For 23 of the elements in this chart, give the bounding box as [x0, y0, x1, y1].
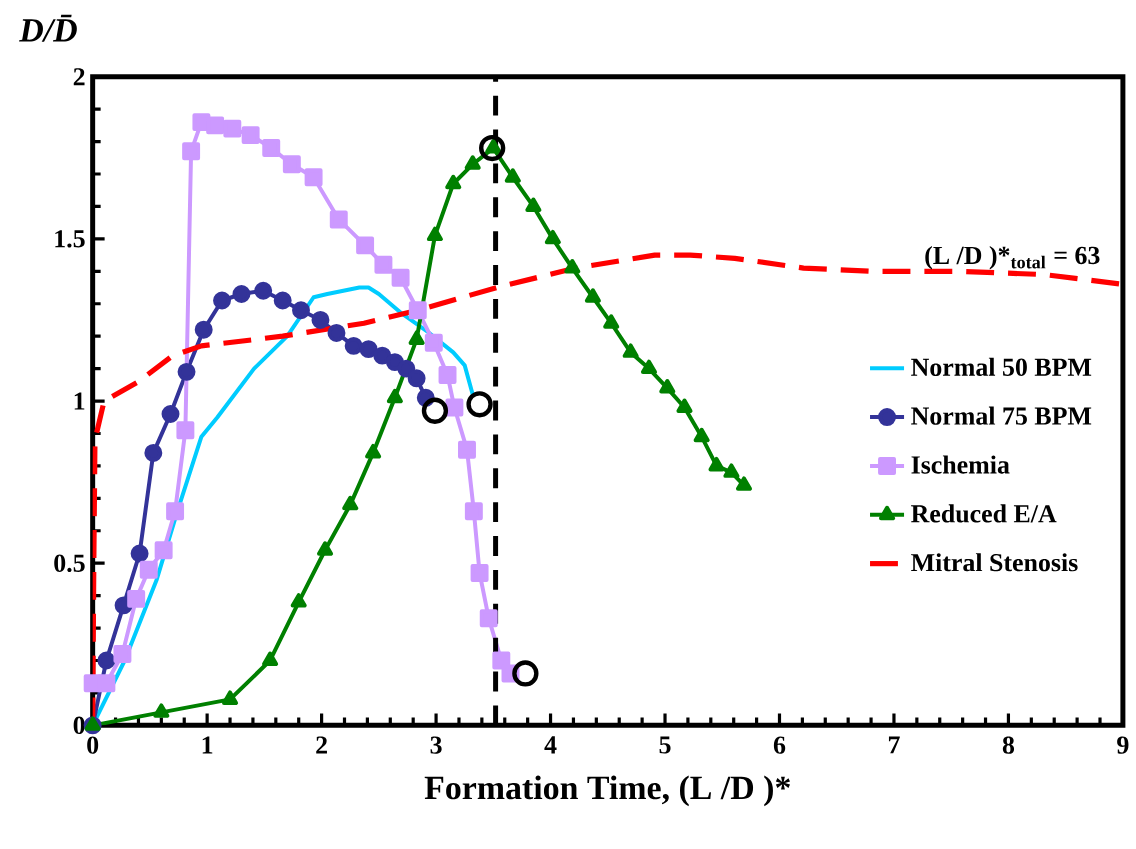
legend-label: Normal 50 BPM	[911, 357, 1092, 376]
legend-label: Reduced E/A	[911, 504, 1057, 523]
y-tick-label: 1	[74, 392, 85, 410]
x-tick-label: 3	[430, 736, 442, 754]
x-tick-label: 2	[316, 736, 327, 754]
y-axis-title: D/D̄	[19, 14, 77, 42]
x-tick-label: 8	[1002, 736, 1015, 754]
x-tick-label: 4	[544, 736, 557, 754]
x-tick-label: 6	[773, 736, 786, 754]
x-tick-label: 5	[659, 736, 671, 754]
x-axis-title: Formation Time, (L /D )*	[424, 775, 790, 807]
x-tick-label: 0	[87, 736, 99, 754]
x-tick-label: 7	[888, 736, 900, 754]
legend-label: Mitral Stenosis	[911, 553, 1078, 572]
y-tick-label: 0	[73, 716, 85, 735]
x-tick-label: 9	[1117, 736, 1129, 754]
y-tick-label: 0.5	[54, 554, 85, 573]
y-tick-label: 2	[73, 68, 85, 86]
y-tick-label: 1.5	[55, 230, 85, 248]
x-tick-label: 1	[202, 736, 213, 754]
legend-label: Normal 75 BPM	[911, 406, 1092, 425]
legend-label: Ischemia	[911, 455, 1010, 474]
annotation: (L /D )*$_{total}$ = 63	[925, 245, 1100, 270]
